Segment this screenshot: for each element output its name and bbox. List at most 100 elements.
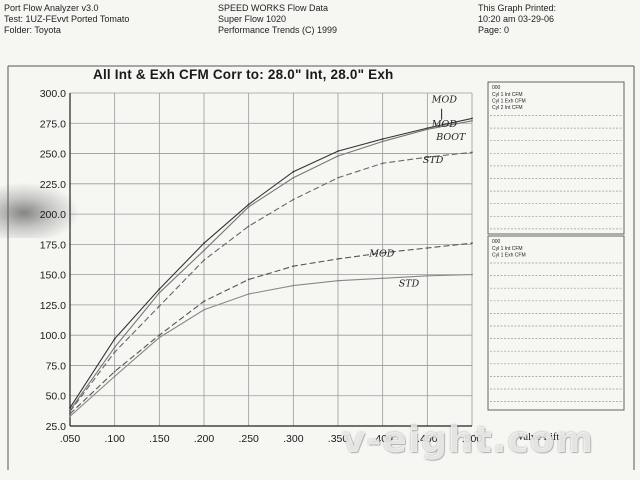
printed-time: 10:20 am 03-29-06 [478, 14, 555, 24]
legend-bottom-number: 000 [492, 239, 501, 245]
data-point [471, 151, 473, 154]
handwritten-annotation: STD [423, 155, 444, 166]
series-line-1 [69, 117, 473, 409]
data-point [471, 117, 473, 120]
data-point [203, 259, 205, 262]
data-point [69, 406, 71, 409]
legend-top-box [487, 81, 625, 235]
data-point [247, 225, 250, 228]
x-tick-label: .150 [149, 433, 170, 445]
y-tick-label: 225.0 [40, 179, 66, 191]
y-tick-label: 75.0 [46, 360, 67, 372]
series-line-3 [69, 151, 473, 412]
x-tick-label: .050 [60, 433, 81, 445]
data-point [426, 274, 429, 277]
scan-smudge [0, 182, 80, 238]
legend-top-entry: Cyl 1 Exh CFM [492, 99, 526, 105]
y-tick-label: 300.0 [40, 88, 66, 100]
data-point [292, 198, 295, 201]
watermark: v-eight.com [342, 420, 595, 461]
series-line-4 [69, 242, 473, 415]
flow-bench: Super Flow 1020 [218, 14, 287, 24]
folder-name: Folder: Toyota [4, 25, 61, 35]
x-tick-label: .350 [328, 433, 349, 445]
y-tick-label: 200.0 [40, 209, 66, 221]
data-point [113, 375, 116, 378]
data-point [471, 242, 473, 245]
data-point [292, 176, 295, 179]
data-point [158, 288, 161, 291]
copyright: Performance Trends (C) 1999 [218, 25, 338, 35]
series-line-5 [69, 274, 473, 417]
data-point [203, 300, 205, 303]
x-tick-label: .250 [238, 433, 259, 445]
x-tick-label: .400 [372, 433, 393, 445]
x-tick-label: .100 [104, 433, 125, 445]
data-point [381, 140, 384, 143]
legend-bottom-box [487, 235, 625, 411]
y-tick-label: 125.0 [40, 300, 66, 312]
data-point [203, 242, 205, 245]
data-point [69, 415, 71, 418]
y-tick-label: 250.0 [40, 149, 66, 161]
x-tick-label: .450 [417, 433, 438, 445]
app-name: Port Flow Analyzer v3.0 [4, 3, 99, 13]
data-source: SPEED WORKS Flow Data [218, 3, 329, 13]
series-line-2 [69, 120, 473, 411]
data-point [337, 155, 339, 157]
y-tick-label: 100.0 [40, 330, 66, 342]
data-point [337, 150, 339, 153]
data-point [426, 128, 429, 131]
data-point [247, 205, 250, 208]
data-point [381, 251, 384, 254]
data-point [113, 346, 116, 349]
data-point [158, 291, 161, 294]
header-middle: SPEED WORKS Flow Data Super Flow 1020 Pe… [218, 3, 337, 36]
data-point [337, 257, 339, 260]
data-point [426, 156, 429, 159]
y-tick-label: 175.0 [40, 239, 66, 251]
header-right: This Graph Printed: 10:20 am 03-29-06 Pa… [478, 3, 556, 36]
y-tick-label: 275.0 [40, 118, 66, 130]
y-tick-label: 150.0 [40, 270, 66, 282]
y-tick-label: 50.0 [46, 391, 67, 403]
handwritten-annotation: MOD [431, 119, 458, 130]
data-point [203, 249, 205, 252]
data-point [381, 277, 384, 280]
data-point [158, 334, 161, 337]
x-axis-label: Valve Lift [517, 432, 559, 443]
data-point [69, 410, 71, 413]
data-point [292, 284, 295, 287]
legend-top-number: 000 [492, 85, 501, 91]
data-point [381, 138, 384, 140]
legend-bottom-entry: Cyl 1 Exh CFM [492, 253, 526, 259]
x-tick-label: .300 [283, 433, 304, 445]
handwritten-annotation: BOOT [435, 132, 466, 143]
data-point [247, 203, 250, 206]
chart-title: All Int & Exh CFM Corr to: 28.0" Int, 28… [93, 67, 394, 82]
test-name: Test: 1UZ-FEvvt Ported Tomato [4, 14, 130, 24]
data-point [471, 119, 473, 122]
data-point [337, 176, 339, 179]
handwritten-annotation: MOD [431, 95, 458, 106]
legend-top-entry: Cyl 1 Int CFM [492, 92, 523, 98]
printed-label: This Graph Printed: [478, 3, 557, 13]
data-point [381, 162, 384, 165]
data-point [158, 305, 161, 308]
data-point [426, 247, 429, 249]
handwritten-annotation: MOD [368, 248, 395, 259]
legend-top-entry: Cyl 2 Int CFM [492, 105, 523, 111]
header-left: Port Flow Analyzer v3.0 Test: 1UZ-FEvvt … [4, 3, 129, 36]
handwritten-annotation: STD [399, 279, 420, 290]
data-point [113, 351, 116, 354]
data-point [158, 336, 161, 339]
legend-bottom-entry: Cyl 1 Int CFM [492, 246, 523, 252]
data-point [203, 308, 205, 311]
data-point [247, 293, 250, 295]
data-point [292, 265, 295, 268]
data-point [337, 279, 339, 282]
x-tick-label: .500 [462, 433, 483, 445]
y-tick-label: 25.0 [46, 421, 67, 433]
